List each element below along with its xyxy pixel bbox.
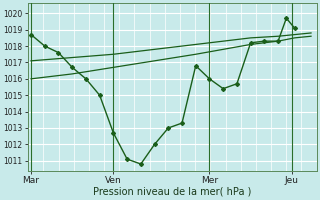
X-axis label: Pression niveau de la mer( hPa ): Pression niveau de la mer( hPa ): [93, 187, 252, 197]
